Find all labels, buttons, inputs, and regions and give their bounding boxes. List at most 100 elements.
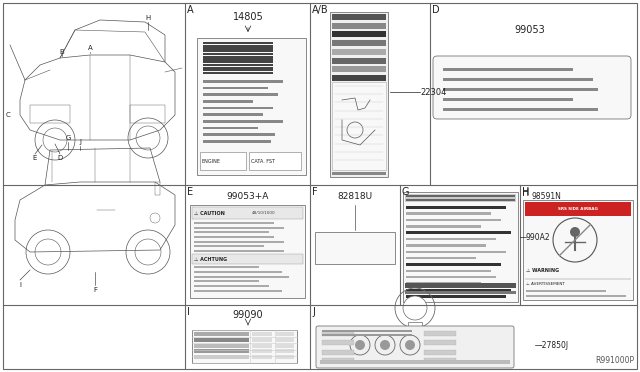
- Bar: [194, 280, 269, 282]
- Bar: [424, 340, 456, 345]
- FancyBboxPatch shape: [316, 326, 514, 368]
- Bar: [332, 14, 386, 20]
- Bar: [194, 271, 269, 273]
- Bar: [403, 192, 518, 302]
- Bar: [276, 349, 294, 353]
- Bar: [405, 283, 516, 288]
- Bar: [252, 332, 272, 336]
- Bar: [276, 355, 294, 359]
- Text: 22304: 22304: [420, 87, 446, 96]
- Bar: [194, 349, 249, 353]
- Bar: [332, 23, 386, 29]
- Bar: [332, 75, 386, 81]
- Bar: [443, 98, 598, 100]
- Bar: [203, 53, 273, 55]
- Bar: [203, 56, 273, 58]
- Text: J: J: [79, 139, 81, 145]
- Bar: [405, 291, 516, 294]
- Bar: [194, 290, 282, 292]
- Bar: [203, 93, 278, 96]
- Bar: [332, 49, 386, 55]
- Bar: [320, 360, 510, 364]
- Text: ⚠ ACHTUNG: ⚠ ACHTUNG: [194, 257, 227, 262]
- Bar: [194, 332, 249, 336]
- Text: F: F: [93, 287, 97, 293]
- Bar: [203, 140, 271, 142]
- Bar: [322, 334, 412, 336]
- Text: ⚠ WARNING: ⚠ WARNING: [526, 267, 559, 273]
- Bar: [332, 31, 386, 38]
- Bar: [203, 64, 273, 66]
- Text: G: G: [402, 187, 410, 197]
- Bar: [406, 231, 511, 234]
- Text: 82818U: 82818U: [337, 192, 372, 201]
- Bar: [406, 250, 506, 253]
- Circle shape: [405, 340, 415, 350]
- Bar: [30, 105, 70, 123]
- Bar: [332, 66, 386, 72]
- Bar: [406, 225, 481, 228]
- Bar: [406, 212, 491, 215]
- Bar: [443, 78, 583, 80]
- Bar: [194, 343, 249, 347]
- Bar: [203, 48, 273, 49]
- Text: ⚠ CAUTION: ⚠ CAUTION: [194, 211, 225, 215]
- Bar: [203, 133, 275, 136]
- Bar: [194, 245, 279, 247]
- Bar: [194, 227, 264, 229]
- Bar: [332, 40, 386, 46]
- Text: H: H: [522, 187, 529, 197]
- FancyBboxPatch shape: [433, 56, 631, 119]
- Bar: [526, 290, 626, 292]
- Bar: [203, 50, 273, 52]
- Text: A: A: [187, 5, 194, 15]
- Text: H: H: [522, 188, 529, 198]
- Bar: [203, 87, 268, 89]
- Text: 990A2: 990A2: [526, 232, 550, 241]
- Text: I: I: [19, 282, 21, 288]
- Text: C: C: [6, 112, 10, 118]
- Bar: [332, 172, 386, 175]
- Bar: [406, 289, 511, 291]
- Bar: [194, 276, 289, 278]
- Text: D: D: [432, 5, 440, 15]
- Bar: [203, 120, 283, 122]
- Text: ⚠ AVERTISSEMENT: ⚠ AVERTISSEMENT: [526, 282, 565, 286]
- Bar: [276, 343, 294, 347]
- Bar: [526, 295, 606, 297]
- Bar: [408, 322, 422, 332]
- Bar: [194, 222, 289, 224]
- Bar: [194, 266, 289, 268]
- Bar: [203, 61, 273, 63]
- Bar: [203, 72, 273, 74]
- Circle shape: [570, 227, 580, 237]
- Bar: [525, 202, 631, 216]
- Text: E: E: [187, 187, 193, 197]
- Bar: [194, 285, 289, 287]
- Bar: [315, 232, 395, 264]
- Bar: [190, 205, 305, 298]
- Bar: [443, 68, 573, 71]
- Bar: [252, 338, 272, 342]
- Bar: [252, 349, 272, 353]
- Bar: [443, 108, 593, 110]
- Bar: [203, 127, 258, 129]
- Bar: [194, 250, 264, 252]
- Bar: [406, 195, 515, 197]
- Bar: [203, 100, 253, 103]
- Bar: [203, 69, 273, 71]
- Bar: [406, 244, 486, 247]
- Bar: [203, 107, 273, 109]
- Bar: [322, 358, 354, 363]
- Bar: [406, 282, 481, 285]
- Bar: [332, 82, 386, 170]
- Text: R991000P: R991000P: [595, 356, 634, 365]
- Bar: [406, 276, 496, 278]
- Bar: [406, 270, 491, 272]
- Bar: [203, 42, 273, 44]
- Bar: [192, 330, 297, 363]
- Bar: [322, 340, 354, 345]
- Bar: [406, 257, 476, 259]
- Text: 14805: 14805: [232, 12, 264, 22]
- Bar: [332, 58, 386, 64]
